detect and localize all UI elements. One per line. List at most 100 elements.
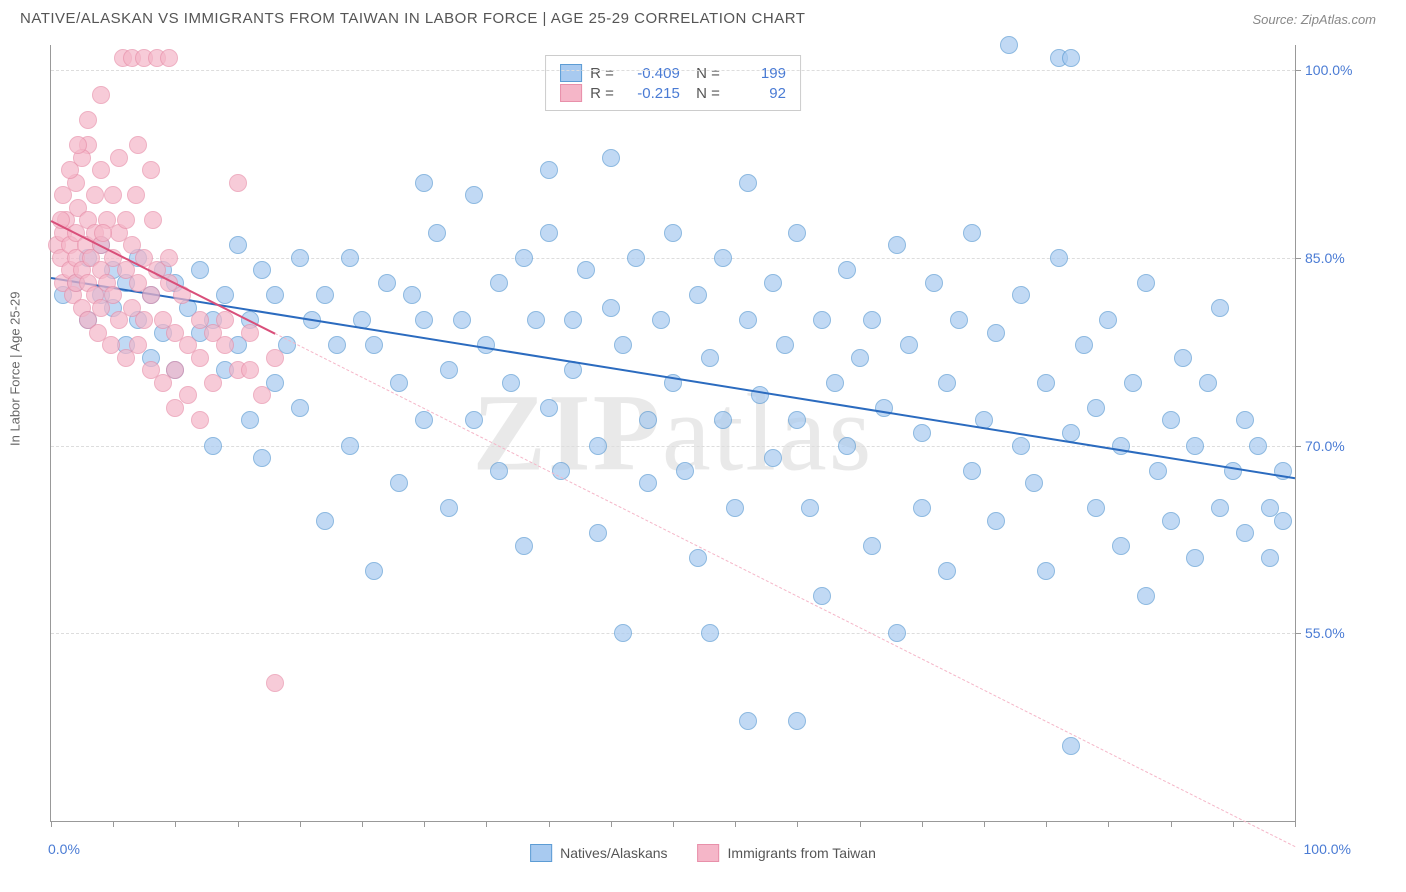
gridline — [51, 258, 1295, 259]
data-point — [160, 49, 178, 67]
data-point — [1037, 374, 1055, 392]
data-point — [739, 311, 757, 329]
data-point — [813, 311, 831, 329]
data-point — [714, 249, 732, 267]
data-point — [1050, 249, 1068, 267]
data-point — [241, 324, 259, 342]
data-point — [1149, 462, 1167, 480]
correlation-row: R =-0.215 N =92 — [560, 84, 786, 102]
data-point — [788, 712, 806, 730]
data-point — [291, 399, 309, 417]
correlation-legend: R =-0.409 N =199R =-0.215 N =92 — [545, 55, 801, 111]
data-point — [341, 437, 359, 455]
data-point — [229, 236, 247, 254]
legend-item: Natives/Alaskans — [530, 844, 667, 862]
data-point — [92, 161, 110, 179]
data-point — [266, 286, 284, 304]
data-point — [826, 374, 844, 392]
data-point — [61, 161, 79, 179]
data-point — [602, 299, 620, 317]
data-point — [129, 136, 147, 154]
data-point — [627, 249, 645, 267]
data-point — [838, 437, 856, 455]
data-point — [540, 399, 558, 417]
data-point — [788, 224, 806, 242]
data-point — [144, 211, 162, 229]
data-point — [1249, 437, 1267, 455]
data-point — [241, 361, 259, 379]
data-point — [92, 86, 110, 104]
data-point — [776, 336, 794, 354]
data-point — [963, 462, 981, 480]
data-point — [838, 261, 856, 279]
data-point — [689, 286, 707, 304]
source-label: Source: ZipAtlas.com — [1252, 12, 1376, 27]
data-point — [589, 437, 607, 455]
data-point — [1236, 524, 1254, 542]
data-point — [614, 624, 632, 642]
data-point — [1186, 437, 1204, 455]
data-point — [1261, 549, 1279, 567]
data-point — [415, 174, 433, 192]
data-point — [1174, 349, 1192, 367]
data-point — [102, 336, 120, 354]
legend-item: Immigrants from Taiwan — [698, 844, 876, 862]
data-point — [863, 537, 881, 555]
data-point — [788, 411, 806, 429]
data-point — [963, 224, 981, 242]
data-point — [863, 311, 881, 329]
data-point — [589, 524, 607, 542]
data-point — [204, 374, 222, 392]
data-point — [253, 261, 271, 279]
data-point — [69, 136, 87, 154]
data-point — [465, 186, 483, 204]
data-point — [888, 236, 906, 254]
data-point — [577, 261, 595, 279]
data-point — [739, 712, 757, 730]
data-point — [229, 174, 247, 192]
data-point — [1012, 437, 1030, 455]
data-point — [166, 399, 184, 417]
data-point — [428, 224, 446, 242]
data-point — [851, 349, 869, 367]
data-point — [110, 149, 128, 167]
data-point — [1236, 411, 1254, 429]
data-point — [1012, 286, 1030, 304]
data-point — [1062, 737, 1080, 755]
data-point — [664, 224, 682, 242]
data-point — [639, 474, 657, 492]
chart-title: NATIVE/ALASKAN VS IMMIGRANTS FROM TAIWAN… — [20, 10, 805, 27]
data-point — [453, 311, 471, 329]
series-legend: Natives/Alaskans Immigrants from Taiwan — [530, 844, 876, 862]
data-point — [502, 374, 520, 392]
data-point — [764, 449, 782, 467]
data-point — [253, 386, 271, 404]
data-point — [365, 562, 383, 580]
data-point — [465, 411, 483, 429]
x-axis-max-label: 100.0% — [1304, 841, 1351, 857]
data-point — [1137, 274, 1155, 292]
data-point — [204, 437, 222, 455]
data-point — [1274, 512, 1292, 530]
data-point — [564, 311, 582, 329]
data-point — [241, 411, 259, 429]
data-point — [94, 224, 112, 242]
data-point — [515, 249, 533, 267]
data-point — [689, 549, 707, 567]
data-point — [253, 449, 271, 467]
data-point — [614, 336, 632, 354]
data-point — [104, 286, 122, 304]
data-point — [440, 361, 458, 379]
data-point — [166, 361, 184, 379]
data-point — [676, 462, 694, 480]
data-point — [127, 186, 145, 204]
data-point — [403, 286, 421, 304]
data-point — [1162, 411, 1180, 429]
data-point — [142, 286, 160, 304]
data-point — [266, 674, 284, 692]
data-point — [216, 286, 234, 304]
data-point — [129, 336, 147, 354]
data-point — [1199, 374, 1217, 392]
gridline — [51, 633, 1295, 634]
y-axis-title: In Labor Force | Age 25-29 — [8, 292, 23, 446]
